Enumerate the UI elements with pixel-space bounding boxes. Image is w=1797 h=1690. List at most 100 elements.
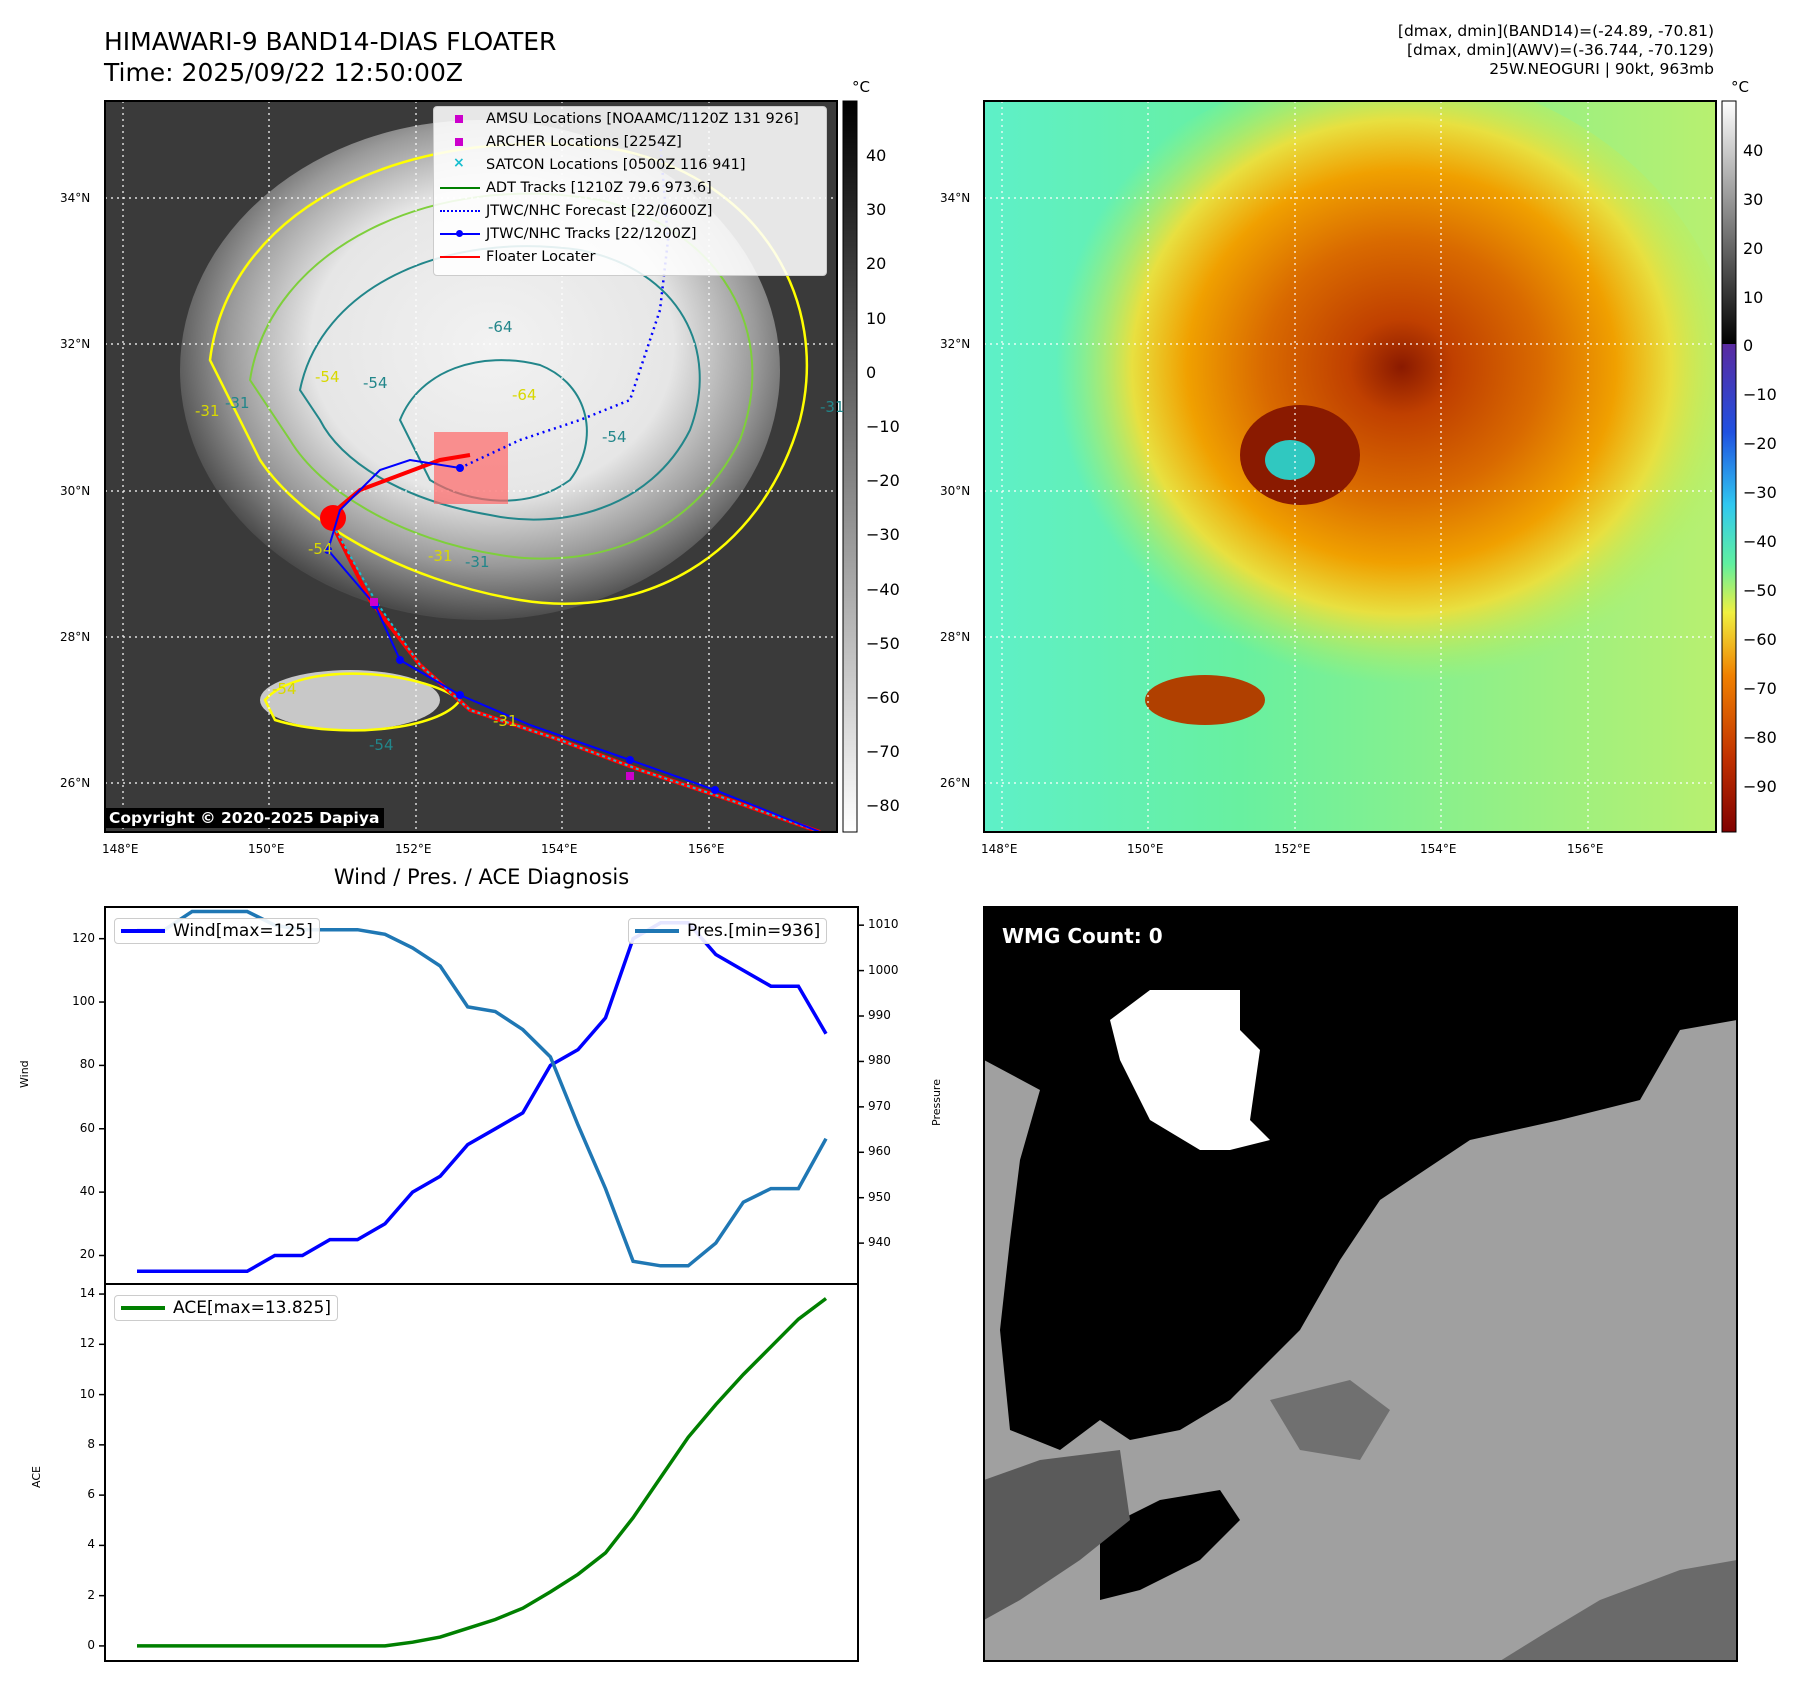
wv-colorbar-tick: 30 xyxy=(1743,190,1764,209)
ace-legend-label: ACE[max=13.825] xyxy=(173,1298,331,1318)
legend-label: JTWC/NHC Forecast [22/0600Z] xyxy=(486,202,713,219)
chart-title: HIMAWARI-9 BAND14-DIAS FLOATER Time: 202… xyxy=(104,26,556,88)
pressure-legend-swatch xyxy=(635,929,679,933)
storm-info: [dmax, dmin](BAND14)=(-24.89, -70.81) [d… xyxy=(1398,22,1714,79)
wv-colorbar-tick: −30 xyxy=(1743,483,1777,502)
wmg-count-label: WMG Count: 0 xyxy=(1002,924,1163,948)
wind-legend-swatch xyxy=(121,929,165,933)
wv-lon-tick-148: 148°E xyxy=(981,842,1018,856)
ace-line xyxy=(137,1297,828,1648)
info-line-3: 25W.NEOGURI | 90kt, 963mb xyxy=(1489,60,1714,78)
map-legend: AMSU Locations [NOAAMC/1120Z 131 926] ARC… xyxy=(433,106,827,276)
legend-item: JTWC/NHC Forecast [22/0600Z] xyxy=(434,199,826,222)
ir-colorbar-unit: °C xyxy=(852,78,870,96)
floater-track-upper xyxy=(328,453,471,517)
wv-colorbar-tick: −10 xyxy=(1743,385,1777,404)
ir-frame xyxy=(104,100,838,833)
diagnosis-title: Wind / Pres. / ACE Diagnosis xyxy=(333,865,630,889)
contour-label: -64 xyxy=(488,318,513,336)
wmg-white-region xyxy=(1110,990,1270,1150)
ir-lat-tick-34: 34°N xyxy=(60,191,91,205)
pressure-tick: 980 xyxy=(868,1053,891,1068)
ace-tick: 6 xyxy=(87,1487,95,1502)
contour-label: -54 xyxy=(308,540,333,558)
wind-legend: Wind[max=125] xyxy=(114,918,320,944)
wv-eye xyxy=(1265,440,1315,480)
wind-tick: 60 xyxy=(79,1120,95,1135)
wv-lat-tick-30: 30°N xyxy=(940,484,971,498)
ir-colorbar-tick: 20 xyxy=(866,254,887,274)
wind-tick: 40 xyxy=(79,1184,95,1199)
contour-label: -31 xyxy=(465,553,490,571)
ir-colorbar-tick: 10 xyxy=(866,308,887,328)
ace-tick: 4 xyxy=(87,1537,95,1552)
contour-label: -64 xyxy=(512,386,537,404)
pressure-tick: 990 xyxy=(868,1008,891,1022)
wv-storm xyxy=(1020,101,1716,730)
ir-colorbar-tick: 40 xyxy=(866,146,887,165)
pressure-tick: 970 xyxy=(868,1098,891,1113)
wv-lon-tick-154: 154°E xyxy=(1420,842,1457,856)
contour-green xyxy=(248,192,754,560)
ace-tick: 0 xyxy=(87,1637,95,1652)
wv-colorbar-tick: 10 xyxy=(1743,288,1764,307)
wv-lat-tick-32: 32°N xyxy=(940,337,971,351)
legend-swatch xyxy=(440,181,480,195)
ace-tick: 12 xyxy=(79,1336,95,1351)
legend-swatch: × xyxy=(453,154,465,171)
wmg-corner-gray xyxy=(1500,1560,1737,1661)
copyright-badge: Copyright © 2020-2025 Dapiya xyxy=(104,808,385,828)
pressure-axis-label: Pressure xyxy=(930,1079,943,1126)
ir-lon-tick-154: 154°E xyxy=(541,842,578,856)
wv-gridlines xyxy=(984,101,1716,832)
info-line-2: [dmax, dmin](AWV)=(-36.744, -70.129) xyxy=(1407,41,1714,59)
pressure-tick: 960 xyxy=(868,1144,891,1159)
ace-tick: 8 xyxy=(87,1436,95,1451)
satcon-track xyxy=(329,519,821,832)
title-line-1: HIMAWARI-9 BAND14-DIAS FLOATER xyxy=(104,27,557,56)
wv-colorbar-frame xyxy=(1721,100,1737,833)
wind-legend-label: Wind[max=125] xyxy=(173,921,313,941)
ir-lat-tick-28: 28°N xyxy=(60,630,91,644)
ir-lat-tick-32: 32°N xyxy=(60,337,91,351)
legend-label: JTWC/NHC Tracks [22/1200Z] xyxy=(486,225,697,242)
pressure-tick: 1010 xyxy=(868,917,899,932)
wv-lat-tick-26: 26°N xyxy=(940,776,971,790)
contour-yellow xyxy=(208,142,809,605)
legend-label: ADT Tracks [1210Z 79.6 973.6] xyxy=(486,179,712,196)
wv-colorbar-tick: −60 xyxy=(1743,630,1777,649)
ir-lon-tick-150: 150°E xyxy=(248,842,285,856)
ir-lat-tick-26: 26°N xyxy=(60,776,91,790)
ir-colorbar-tick: −50 xyxy=(866,633,900,653)
legend-item: JTWC/NHC Tracks [22/1200Z] xyxy=(434,222,826,245)
legend-swatch xyxy=(440,112,480,126)
wmg-dark-gray xyxy=(984,1450,1130,1620)
ace-legend: ACE[max=13.825] xyxy=(114,1295,338,1321)
wmg-black-blob xyxy=(1100,1490,1240,1600)
wv-colorbar-tick: 20 xyxy=(1743,239,1764,258)
ace-tick: 14 xyxy=(79,1286,95,1301)
wv-colorbar-tick: −80 xyxy=(1743,728,1777,747)
contour-label: -54 xyxy=(315,368,340,386)
pressure-tick: 950 xyxy=(868,1189,891,1204)
title-line-2: Time: 2025/09/22 12:50:00Z xyxy=(104,58,463,87)
ir-colorbar-tick: −60 xyxy=(866,688,900,707)
wind-tick: 100 xyxy=(72,994,95,1009)
ir-colorbar-tick: −10 xyxy=(866,417,900,436)
ir-colorbar-tick: −80 xyxy=(866,796,900,816)
info-line-1: [dmax, dmin](BAND14)=(-24.89, -70.81) xyxy=(1397,22,1714,40)
wmg-mid-gray xyxy=(1270,1380,1390,1460)
wv-lat-tick-34: 34°N xyxy=(940,191,971,205)
contour-label: -54 xyxy=(369,736,394,754)
ir-colorbar xyxy=(842,100,858,833)
contour-label: -31 xyxy=(428,547,453,565)
wv-rainband xyxy=(1145,675,1265,725)
legend-swatch xyxy=(440,227,480,241)
legend-label: SATCON Locations [0500Z 116 941] xyxy=(486,156,746,173)
pressure-legend-label: Pres.[min=936] xyxy=(687,921,821,941)
wind-pres-axes xyxy=(104,906,859,1285)
jtwc-track-points xyxy=(324,464,719,794)
legend-label: Floater Locater xyxy=(486,248,596,265)
contour-teal xyxy=(298,245,701,521)
